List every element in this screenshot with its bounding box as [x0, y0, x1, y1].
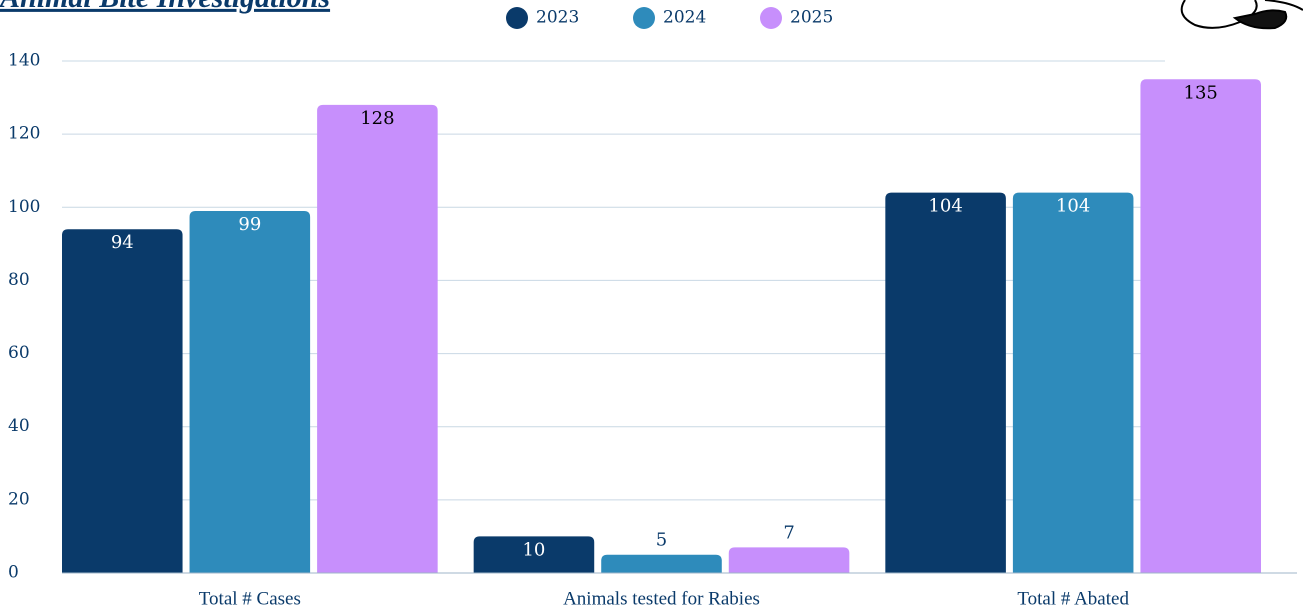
legend-swatch	[633, 7, 655, 29]
bar	[601, 555, 722, 573]
legend-label: 2023	[536, 8, 579, 28]
y-tick-label: 80	[8, 270, 30, 290]
value-label: 128	[360, 108, 394, 129]
y-tick-label: 0	[8, 563, 19, 583]
y-tick-label: 120	[8, 124, 40, 144]
y-tick-label: 20	[8, 489, 30, 509]
value-label: 94	[111, 232, 134, 253]
value-label: 104	[928, 196, 962, 217]
bar	[62, 229, 183, 573]
value-label: 99	[238, 214, 261, 235]
y-tick-label: 40	[8, 416, 30, 436]
bar	[1013, 193, 1134, 573]
legend-label: 2025	[790, 8, 833, 28]
bar	[885, 193, 1006, 573]
legend-label: 2024	[663, 8, 706, 28]
y-tick-label: 140	[8, 51, 40, 71]
chart-title: Animal Bite Investigations	[0, 0, 330, 14]
bar	[317, 105, 438, 573]
decorative-icon	[1182, 0, 1303, 28]
bar	[190, 211, 311, 573]
value-label: 104	[1056, 196, 1090, 217]
y-tick-label: 100	[8, 197, 40, 217]
value-label: 5	[656, 530, 667, 551]
legend-swatch	[760, 7, 782, 29]
x-tick-label: Animals tested for Rabies	[563, 588, 760, 609]
bar	[729, 547, 850, 573]
chart: Animal Bite Investigations 0 20 40 60 80 100 1…	[0, 0, 1303, 613]
value-label: 7	[783, 522, 794, 543]
x-tick-label: Total # Cases	[199, 588, 301, 609]
value-label: 10	[522, 539, 545, 560]
bar	[1140, 79, 1261, 573]
value-label: 135	[1184, 82, 1218, 103]
x-tick-label: Total # Abated	[1017, 588, 1129, 609]
legend-swatch	[506, 7, 528, 29]
y-tick-label: 60	[8, 343, 30, 363]
